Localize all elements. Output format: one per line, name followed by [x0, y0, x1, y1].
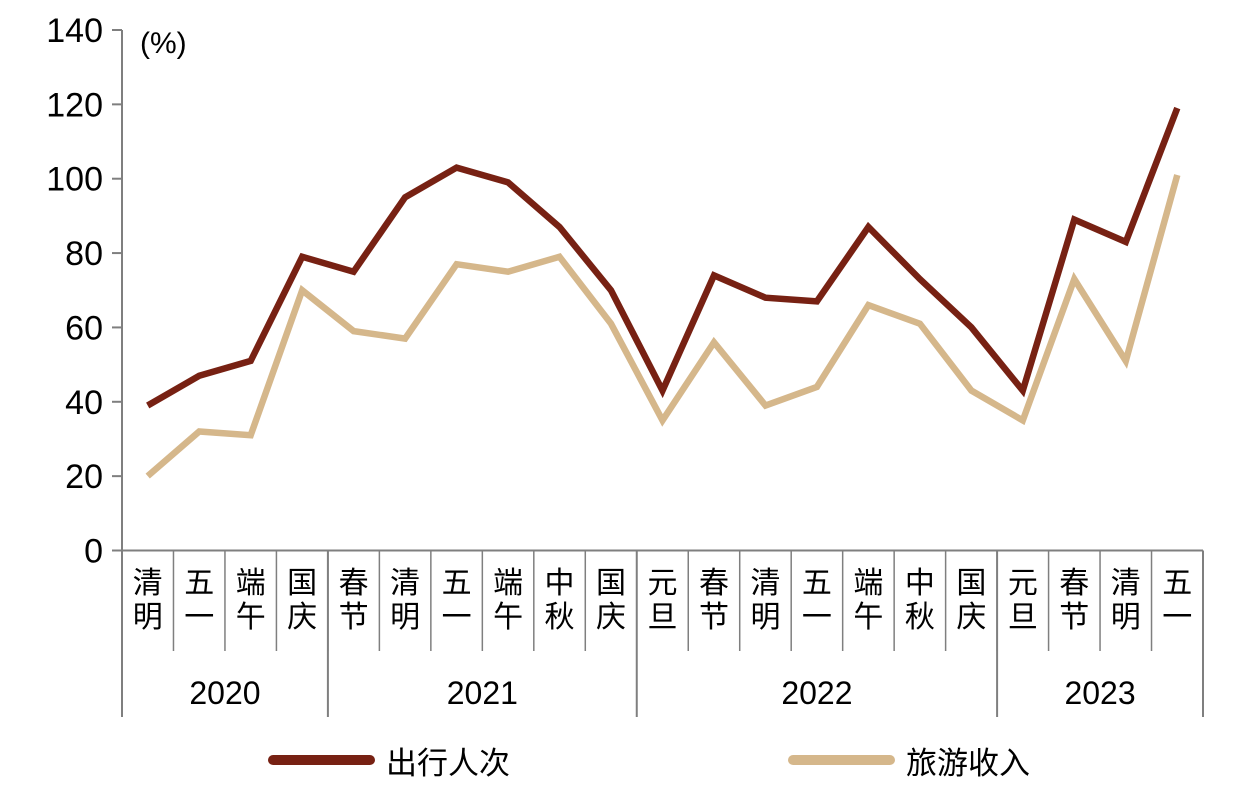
category-label: 旦	[648, 601, 678, 634]
category-label: 元	[1008, 567, 1038, 600]
category-label: 春	[1059, 567, 1089, 600]
category-label: 节	[1059, 601, 1089, 634]
category-label: 中	[905, 567, 935, 600]
category-label: 五	[442, 567, 472, 600]
y-tick-label: 60	[65, 309, 103, 347]
year-label: 2021	[447, 675, 518, 711]
y-tick-label: 80	[65, 235, 103, 273]
legend-item-revenue: 旅游收入	[788, 741, 1030, 781]
category-label: 明	[1111, 601, 1141, 634]
category-label: 午	[853, 601, 883, 634]
y-tick-label: 100	[46, 161, 103, 199]
trips-series-line	[146, 106, 1181, 409]
category-label: 节	[339, 601, 369, 634]
year-label: 2023	[1064, 675, 1135, 711]
category-label: 端	[853, 567, 883, 600]
year-label: 2022	[781, 675, 852, 711]
category-label: 国	[956, 567, 986, 600]
legend-swatch-trips-line	[268, 755, 375, 765]
category-label: 春	[339, 567, 369, 600]
category-label: 端	[236, 567, 266, 600]
category-label: 国	[287, 567, 317, 600]
category-label: 清	[133, 567, 163, 600]
category-label: 元	[648, 567, 678, 600]
category-label: 明	[750, 601, 780, 634]
category-label: 清	[750, 567, 780, 600]
category-label: 庆	[956, 601, 986, 634]
category-label: 庆	[596, 601, 626, 634]
year-label: 2020	[189, 675, 260, 711]
category-label: 清	[390, 567, 420, 600]
category-label: 节	[699, 601, 729, 634]
category-label: 一	[184, 601, 214, 634]
y-tick-label: 120	[46, 86, 103, 124]
category-label: 旦	[1008, 601, 1038, 634]
category-label: 庆	[287, 601, 317, 634]
category-label: 午	[493, 601, 523, 634]
y-tick-label: 0	[84, 533, 103, 571]
y-tick-label: 140	[46, 12, 103, 50]
y-axis-unit-label: (%)	[140, 27, 187, 60]
y-tick-label: 20	[65, 458, 103, 496]
category-label: 一	[1162, 601, 1192, 634]
category-label: 明	[390, 601, 420, 634]
legend-label-trips: 出行人次	[386, 745, 510, 781]
legend-swatch-revenue-line	[788, 755, 895, 765]
category-label: 明	[133, 601, 163, 634]
category-label: 春	[699, 567, 729, 600]
category-label: 秋	[905, 601, 935, 634]
category-label: 一	[802, 601, 832, 634]
legend-item-trips: 出行人次	[268, 741, 510, 781]
revenue-series-line	[145, 174, 1181, 479]
category-label: 五	[184, 567, 214, 600]
category-label: 一	[442, 601, 472, 634]
category-label: 秋	[545, 601, 575, 634]
category-label: 午	[236, 601, 266, 634]
category-label: 端	[493, 567, 523, 600]
y-tick-label: 40	[65, 384, 103, 422]
category-label: 五	[802, 567, 832, 600]
category-label: 中	[545, 567, 575, 600]
category-label: 国	[596, 567, 626, 600]
category-label: 五	[1162, 567, 1192, 600]
category-label: 清	[1111, 567, 1141, 600]
legend-label-revenue: 旅游收入	[906, 745, 1030, 781]
